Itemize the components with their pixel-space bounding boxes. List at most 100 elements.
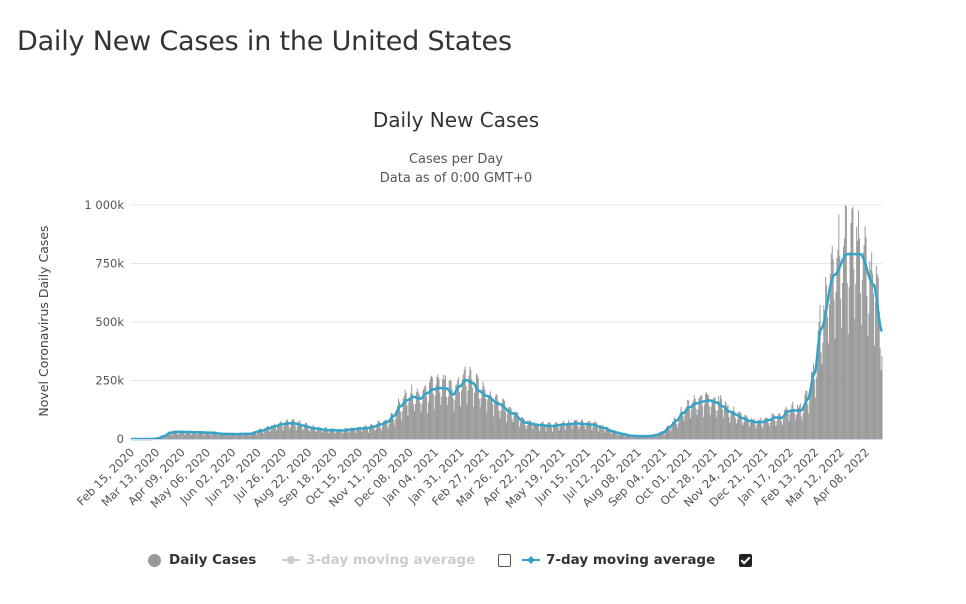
daily-cases-bar [186, 431, 188, 439]
daily-cases-bar [277, 423, 279, 439]
daily-cases-bar [792, 401, 794, 439]
daily-cases-bar [293, 421, 295, 439]
daily-cases-bar [378, 420, 380, 439]
daily-cases-bar [269, 432, 271, 439]
daily-cases-bar [453, 411, 455, 439]
daily-cases-bar [734, 411, 736, 439]
daily-cases-bar [793, 408, 795, 439]
daily-cases-bar [876, 274, 878, 439]
daily-cases-bar [417, 392, 419, 439]
daily-cases-bar [289, 428, 291, 439]
daily-cases-bar [783, 409, 785, 439]
daily-cases-bar [230, 434, 232, 439]
daily-cases-bar [350, 428, 352, 439]
daily-cases-bar [248, 434, 250, 439]
daily-cases-bar [441, 396, 443, 439]
daily-cases-bar [651, 436, 653, 439]
daily-cases-bar [643, 436, 645, 439]
daily-cases-bar [311, 427, 313, 439]
daily-cases-bar [246, 433, 248, 439]
daily-cases-bar [831, 246, 833, 439]
daily-cases-bar [274, 423, 276, 439]
daily-cases-bar [319, 427, 321, 439]
daily-cases-bar [703, 417, 705, 439]
daily-cases-bar [234, 433, 236, 439]
daily-cases-bar [263, 431, 265, 439]
daily-cases-bar [718, 396, 720, 439]
daily-cases-bar [626, 434, 628, 439]
daily-cases-bar [836, 258, 838, 439]
daily-cases-bar [685, 407, 687, 439]
daily-cases-bar [468, 375, 470, 439]
daily-cases-bar [702, 406, 704, 439]
daily-cases-bar [819, 305, 821, 439]
daily-cases-bar [537, 426, 539, 439]
daily-cases-bar [470, 369, 472, 439]
daily-cases-bar [570, 425, 572, 439]
daily-cases-bar [322, 432, 323, 439]
daily-cases-bar [389, 417, 391, 439]
daily-cases-bar [189, 433, 191, 439]
daily-cases-bar [341, 433, 343, 439]
daily-cases-bar [645, 435, 647, 439]
daily-cases-bar [672, 421, 674, 439]
daily-cases-bar [818, 321, 820, 439]
daily-cases-bar [609, 428, 611, 439]
daily-cases-bar [628, 434, 630, 439]
daily-cases-bar [810, 386, 812, 439]
daily-cases-bar [825, 277, 827, 439]
daily-cases-bar [185, 431, 187, 439]
legend-item-7-day-average[interactable]: 7-day moving average [522, 548, 715, 572]
daily-cases-bar [166, 434, 168, 439]
daily-cases-bar [294, 425, 296, 439]
daily-cases-bar [829, 273, 831, 439]
daily-cases-bar [411, 384, 413, 439]
daily-cases-bar [712, 398, 714, 439]
daily-cases-bar [183, 432, 185, 439]
daily-cases-bar [253, 431, 255, 439]
daily-cases-bar [858, 238, 860, 439]
daily-cases-bar [544, 426, 546, 439]
legend-item-3-day-average[interactable]: 3-day moving average [282, 548, 475, 572]
daily-cases-bar [299, 420, 301, 439]
chart-subtitle-line-2: Data as of 0:00 GMT+0 [380, 171, 532, 186]
daily-cases-bar [329, 430, 331, 439]
daily-cases-bar [538, 431, 540, 439]
daily-cases-bar [553, 424, 555, 439]
daily-cases-bar [281, 426, 283, 439]
daily-cases-bar [328, 433, 330, 439]
daily-cases-bar [513, 416, 515, 439]
daily-cases-bar [753, 418, 755, 439]
daily-cases-bar [393, 419, 395, 439]
daily-cases-bar [694, 398, 696, 439]
daily-cases-bar [523, 419, 525, 439]
daily-cases-bar [506, 422, 507, 439]
daily-cases-bar [867, 335, 869, 439]
daily-cases-bar [382, 425, 384, 439]
daily-cases-bar [598, 427, 600, 439]
daily-cases-bar [334, 432, 336, 439]
toggle-3-day-average-checkbox[interactable] [498, 554, 511, 567]
daily-cases-bar [746, 416, 748, 439]
daily-cases-bar [535, 423, 537, 439]
daily-cases-bar [835, 291, 837, 439]
daily-cases-bar [552, 431, 553, 439]
daily-cases-bar [563, 420, 565, 439]
daily-cases-bar [283, 426, 285, 439]
daily-cases-bar [847, 334, 849, 439]
daily-cases-bar [737, 411, 739, 439]
legend-item-daily-cases[interactable]: Daily Cases [148, 548, 256, 572]
daily-cases-bar [624, 436, 626, 439]
y-tick-label: 750k [95, 257, 124, 271]
daily-cases-bar [354, 433, 356, 439]
daily-cases-bar [790, 408, 792, 439]
daily-cases-bar [489, 394, 491, 439]
grid-lines [131, 204, 882, 381]
daily-cases-bar [387, 428, 389, 439]
toggle-7-day-average-checkbox[interactable] [739, 554, 752, 567]
daily-cases-bar [853, 269, 855, 439]
daily-cases-bar [577, 425, 579, 439]
daily-cases-bar [821, 364, 823, 439]
daily-cases-bar [384, 420, 386, 439]
